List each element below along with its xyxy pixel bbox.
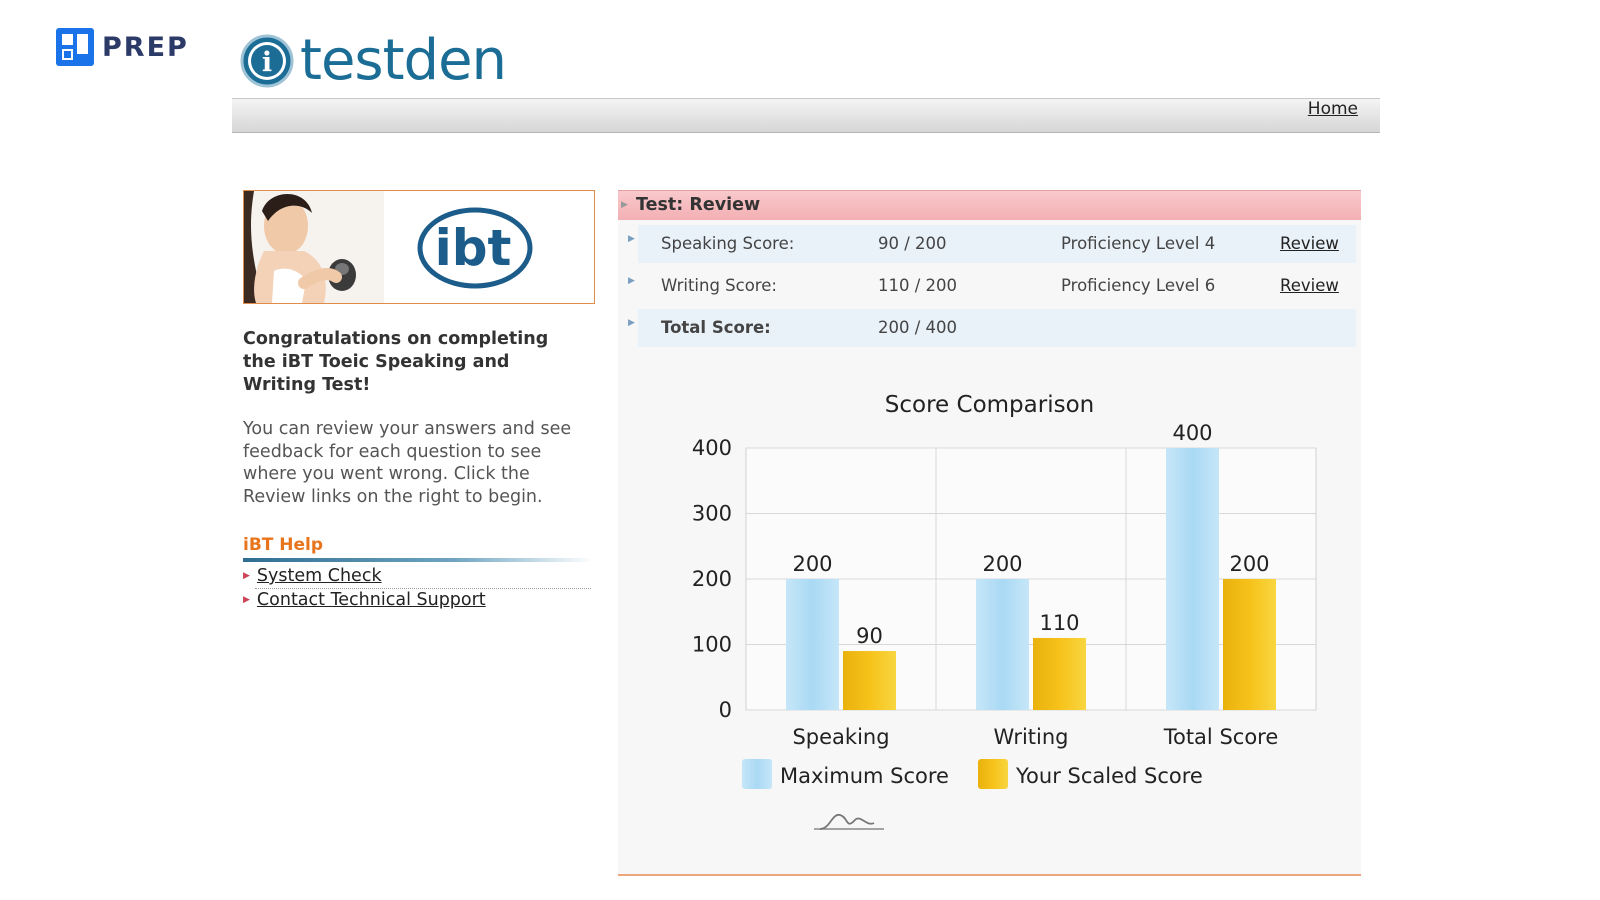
speaking-score-row: ▶ Speaking Score: 90 / 200 Proficiency L… [628, 225, 1356, 263]
max-score-bar [1166, 448, 1219, 710]
score-comparison-chart: 0 100 200 300 400 200 90 Speaking 200 110 Writing 4… [692, 421, 1317, 789]
score-value: 90 / 200 [878, 234, 947, 253]
congrats-heading: Congratulations on completing the iBT To… [243, 329, 549, 395]
system-check-label: System Check [256, 566, 382, 586]
arrow-icon: ▶ [628, 318, 635, 328]
bar-value-label: 200 [982, 552, 1022, 576]
prep-logo: PREP [56, 28, 189, 66]
arrow-icon: ▶ [621, 200, 628, 210]
arrow-icon: ▶ [628, 234, 635, 244]
score-label: Speaking Score: [661, 234, 795, 253]
testden-info-icon: i [240, 34, 294, 88]
testden-logo[interactable]: i testden [240, 28, 507, 93]
max-score-bar [786, 579, 839, 710]
writing-score-row: ▶ Writing Score: 110 / 200 Proficiency L… [628, 267, 1356, 305]
scaled-score-bar [843, 651, 896, 710]
score-label: Total Score: [661, 318, 771, 337]
speaking-review-link[interactable]: Review [1280, 234, 1339, 253]
bar-value-label: 200 [792, 552, 832, 576]
review-header: ▶ Test: Review [618, 190, 1361, 220]
test-review-panel: ▶ Test: Review ▶ Speaking Score: 90 / 20… [618, 190, 1361, 876]
bar-value-label: 200 [1229, 552, 1269, 576]
scaled-score-bar [1223, 579, 1276, 710]
y-tick-label: 0 [719, 698, 732, 722]
testden-wordmark: testden [300, 28, 507, 93]
help-divider [243, 558, 593, 562]
x-category-label: Speaking [792, 725, 889, 749]
ibt-banner: ibt [243, 190, 595, 304]
bar-value-label: 400 [1172, 421, 1212, 445]
home-link[interactable]: Home [1307, 99, 1358, 119]
legend-label: Maximum Score [780, 764, 949, 788]
contact-support-label: Contact Technical Support [256, 590, 486, 610]
arrow-icon: ▶ [628, 276, 635, 286]
review-title: Test: Review [636, 195, 761, 215]
bar-value-label: 110 [1039, 611, 1079, 635]
top-nav-bar: Home [232, 98, 1380, 133]
prep-brand-name: PREP [102, 31, 189, 63]
help-link-separator [255, 588, 591, 589]
chart-credit-icon [814, 814, 884, 830]
proficiency-level: Proficiency Level 6 [1061, 276, 1216, 295]
ibt-logo: ibt [417, 207, 533, 289]
legend-scaled-swatch [978, 759, 1008, 789]
writing-review-link[interactable]: Review [1280, 276, 1339, 295]
help-heading: iBT Help [243, 535, 324, 555]
prep-logo-icon [56, 28, 94, 66]
review-instructions: You can review your answers and see feed… [243, 419, 572, 507]
legend-label: Your Scaled Score [1015, 764, 1203, 788]
woman-with-mouse-illustration [244, 191, 384, 303]
arrow-icon: ▶ [243, 595, 250, 605]
svg-text:i: i [262, 47, 272, 78]
scaled-score-bar [1033, 637, 1086, 710]
y-tick-label: 300 [692, 502, 732, 526]
arrow-icon: ▶ [243, 571, 250, 581]
score-value: 200 / 400 [878, 318, 958, 337]
svg-text:ibt: ibt [435, 219, 512, 277]
contact-support-link[interactable]: ▶ Contact Technical Support [243, 590, 486, 610]
y-tick-label: 100 [692, 633, 732, 657]
chart-title: Score Comparison [884, 392, 1095, 418]
y-tick-label: 400 [692, 436, 732, 460]
bar-value-label: 90 [856, 624, 883, 648]
score-label: Writing Score: [661, 276, 777, 295]
score-value: 110 / 200 [878, 276, 958, 295]
legend-max-swatch [742, 759, 772, 789]
total-score-row: ▶ Total Score: 200 / 400 [628, 309, 1356, 347]
proficiency-level: Proficiency Level 4 [1061, 234, 1216, 253]
x-category-label: Writing [994, 725, 1069, 749]
x-category-label: Total Score [1163, 725, 1279, 749]
max-score-bar [976, 579, 1029, 710]
y-tick-label: 200 [692, 567, 732, 591]
system-check-link[interactable]: ▶ System Check [243, 566, 382, 586]
